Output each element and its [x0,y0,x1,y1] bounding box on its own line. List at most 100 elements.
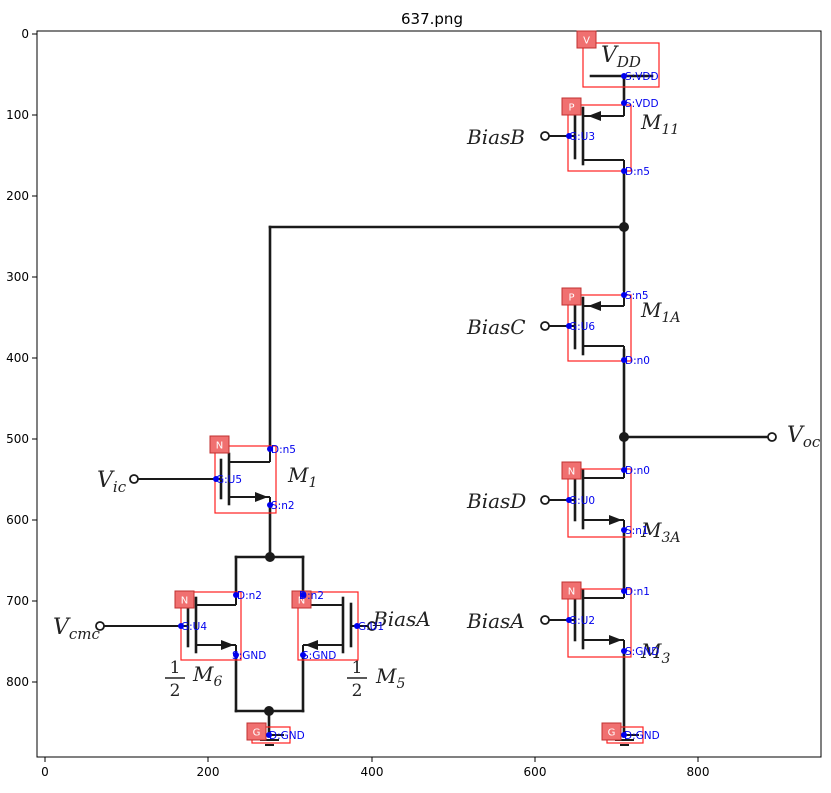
y-tick-label: 200 [6,189,29,203]
pin-label: D:GND [269,730,305,742]
pin-label: D:n5 [271,444,296,456]
y-axis: 0 100 200 300 400 500 600 700 800 [6,27,37,689]
terminal-biasC [540,321,550,331]
tag-m11 [561,97,582,116]
terminal-vic [129,474,139,484]
x-tick-label: 0 [41,765,49,779]
pin-label: D:n1 [625,586,650,598]
tag-m3a [561,461,582,480]
pin-dot [233,652,239,658]
pin-dot [621,588,627,594]
pin-label: G:U1 [358,621,384,633]
m6-label: M6 [192,662,222,690]
junction-node [265,552,275,562]
pin-label: D:n0 [625,355,650,367]
transistor-m11 [548,100,625,170]
pin-dot [566,133,572,139]
box-vdd [582,42,660,88]
pin-dot [566,617,572,623]
pin-dot [621,732,627,738]
pin-dot [621,100,627,106]
half-denominator-left: 2 [170,681,181,701]
tag-vdd-text: V [583,36,590,47]
vcmc-label: Vcmc [53,615,101,643]
pin-label: S:VDD [625,98,659,110]
pin-dot [354,623,360,629]
terminal-biasD [540,495,550,505]
vdd-label: VDD [601,43,641,71]
pin-dot [621,73,627,79]
pin-label: S:n5 [625,290,649,302]
terminal-vcmc [95,621,105,631]
pin-dot [621,357,627,363]
pin-dot [621,467,627,473]
pin-label: S:GND [232,650,266,662]
box-m3a [567,468,632,538]
pin-label: S:GND [302,650,336,662]
pin-dot [178,623,184,629]
biasD-label: BiasD [466,489,526,513]
m3-label: M3 [640,639,670,667]
pin-dot [621,292,627,298]
pin-label: S:n1 [625,525,649,537]
junction-node [619,222,629,232]
transistor-m3 [548,588,625,650]
pin-label: D:n5 [625,166,650,178]
pin-label: S:VDD [625,71,659,83]
y-tick-label: 700 [6,594,29,608]
pin-label: G:U4 [181,621,207,633]
x-tick-label: 200 [197,765,220,779]
pin-label: D:GND [624,730,660,742]
y-tick-label: 400 [6,351,29,365]
pin-dot [621,648,627,654]
transistor-m1a [548,290,625,356]
tag-gnd-left-text: G [253,728,261,739]
pin-dot [300,592,306,598]
pin-dot [213,476,219,482]
voc-label: Voc [787,423,821,451]
half-numerator-left: 1 [170,658,181,678]
symbol-labels: VDD BiasB BiasC BiasD BiasA BiasA M11 M1… [53,43,821,701]
tag-m11-text: P [568,103,574,114]
m3a-label: M3A [640,518,681,546]
plot-title: 637.png [401,10,463,28]
pin-label: G:U0 [569,495,595,507]
tag-gnd-right-text: G [608,728,616,739]
vic-label: Vic [97,468,127,496]
tag-m5 [291,590,312,609]
y-tick-label: 500 [6,432,29,446]
tag-m1-text: N [216,441,223,452]
junction-node [264,706,274,716]
terminal-biasA-right [540,615,550,625]
y-tick-label: 0 [21,27,29,41]
pin-label: D:n2 [237,590,262,602]
tag-m3a-text: N [568,467,575,478]
pin-label: D:n0 [625,465,650,477]
m1a-label: M1A [640,298,681,326]
tag-m6 [174,590,195,609]
tag-m1a [561,287,582,306]
tag-gnd-left [246,722,267,741]
pin-label: S:GND [625,646,659,658]
box-m3 [567,588,632,658]
pin-dot [300,652,306,658]
biasB-label: BiasB [466,125,525,149]
x-tick-label: 800 [687,765,710,779]
pin-dot [267,502,273,508]
tag-m3-text: N [568,587,575,598]
m1-label: M1 [287,463,317,491]
plot-frame [36,30,822,758]
terminal-voc [767,432,777,442]
half-denominator-right: 2 [352,681,363,701]
biasA-right-label: BiasA [466,609,525,633]
tag-m5-text: N [298,596,305,607]
biasA-left-label: BiasA [372,607,431,631]
pin-label: G:U5 [216,474,242,486]
pin-dot [621,527,627,533]
junction-nodes [264,222,629,716]
pin-dot [566,497,572,503]
half-numerator-right: 1 [352,658,363,678]
y-tick-label: 100 [6,108,29,122]
terminal-biasA-left [367,621,377,631]
